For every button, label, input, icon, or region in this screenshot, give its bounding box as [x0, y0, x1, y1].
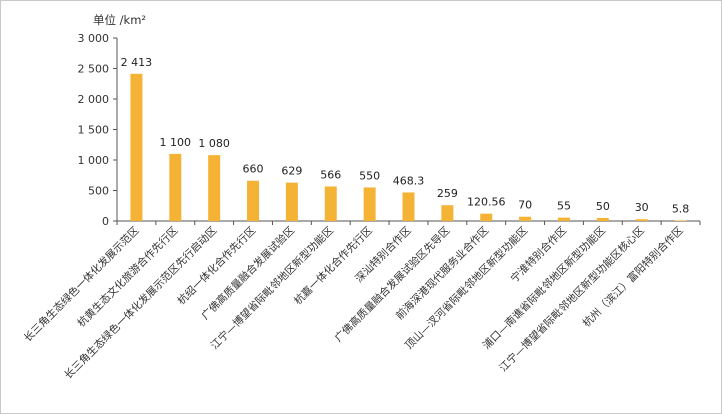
- bar: [596, 217, 609, 221]
- value-label: 1 100: [160, 136, 192, 149]
- value-label: 5.8: [672, 202, 690, 215]
- value-label: 55: [557, 200, 571, 213]
- bar: [247, 180, 260, 221]
- category-label: 江宁—博望省际毗邻地区新型功能区核心区: [497, 224, 647, 374]
- bar: [480, 213, 493, 221]
- bar: [402, 192, 415, 221]
- bar: [519, 216, 532, 221]
- bar: [635, 219, 648, 221]
- value-label: 120.56: [467, 196, 506, 209]
- value-label: 70: [518, 199, 532, 212]
- bar: [557, 217, 570, 221]
- bar: [441, 205, 454, 221]
- value-label: 550: [359, 169, 380, 182]
- bar: [208, 155, 221, 221]
- y-ticks: 0 500 1 000 1 500 2 000 2 500 3 000: [78, 32, 701, 228]
- y-tick-label: 2 500: [78, 63, 110, 76]
- value-label: 660: [243, 163, 264, 176]
- y-tick-label: 500: [88, 185, 109, 198]
- bar: [363, 187, 376, 221]
- value-label: 2 413: [121, 56, 153, 69]
- bar: [169, 153, 182, 221]
- y-tick-label: 2 000: [78, 93, 110, 106]
- category-label: 杭绍一体化合作先行区: [175, 224, 258, 307]
- value-label: 1 080: [198, 137, 230, 150]
- category-label: 长三角生态绿色一体化发展示范区先行启动区: [62, 224, 220, 382]
- value-label: 259: [437, 187, 458, 200]
- category-label: 杭嘉一体化合作先行区: [291, 224, 374, 307]
- category-labels: 长三角生态绿色一体化发展示范区杭黄生态文化旅游合作先行区长三角生态绿色一体化发展…: [21, 224, 686, 382]
- y-tick-label: 0: [102, 215, 109, 228]
- y-tick-label: 3 000: [78, 32, 110, 45]
- y-tick-label: 1 000: [78, 154, 110, 167]
- bars: [130, 73, 687, 221]
- bar: [324, 186, 337, 221]
- bar: [674, 220, 687, 221]
- value-label: 30: [635, 201, 649, 214]
- value-label: 468.3: [393, 174, 425, 187]
- bar: [285, 182, 298, 221]
- value-label: 629: [281, 165, 302, 178]
- bar: [130, 73, 143, 221]
- unit-label: 单位 /km²: [93, 13, 146, 27]
- value-labels: 2 413 1 100 1 080 660 629 566 550 468.3 259 120.5…: [121, 56, 690, 216]
- value-label: 50: [596, 200, 610, 213]
- value-label: 566: [320, 168, 341, 181]
- y-tick-label: 1 500: [78, 124, 110, 137]
